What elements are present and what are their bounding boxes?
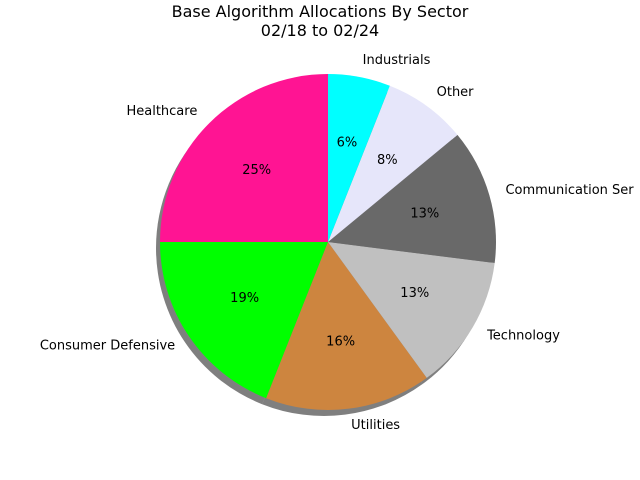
slice-percent-other: 8% bbox=[377, 153, 398, 168]
pie-slice-technology bbox=[328, 242, 495, 378]
slice-label-consumer-defensive: Consumer Defensive bbox=[40, 338, 175, 353]
slice-percent-communication-ser: 13% bbox=[410, 206, 439, 221]
slice-percent-industrials: 6% bbox=[337, 135, 358, 150]
pie-slices bbox=[160, 74, 497, 410]
chart-subtitle: 02/18 to 02/24 bbox=[260, 21, 380, 40]
slice-label-industrials: Industrials bbox=[363, 53, 431, 68]
slice-percent-technology: 13% bbox=[400, 286, 429, 301]
pie-slice-healthcare bbox=[160, 74, 328, 242]
pie-slice-industrials bbox=[328, 74, 390, 242]
slice-label-communication-ser: Communication Ser bbox=[505, 183, 634, 198]
chart-title: Base Algorithm Allocations By Sector bbox=[171, 2, 469, 21]
pie-slice-other bbox=[328, 85, 458, 242]
slice-percent-utilities: 16% bbox=[326, 335, 355, 350]
slice-percent-healthcare: 25% bbox=[242, 163, 271, 178]
pie-slice-consumer-defensive bbox=[160, 242, 328, 399]
slice-label-healthcare: Healthcare bbox=[126, 104, 197, 119]
pie-labels: Healthcare 25% Consumer Defensive 19% Utilit… bbox=[40, 53, 634, 433]
slice-label-utilities: Utilities bbox=[351, 418, 400, 433]
slice-label-technology: Technology bbox=[486, 329, 560, 344]
slice-label-other: Other bbox=[437, 85, 475, 100]
pie-slice-utilities bbox=[266, 242, 427, 410]
pie-slice-communication-ser bbox=[328, 134, 497, 264]
slice-percent-consumer-defensive: 19% bbox=[230, 291, 259, 306]
